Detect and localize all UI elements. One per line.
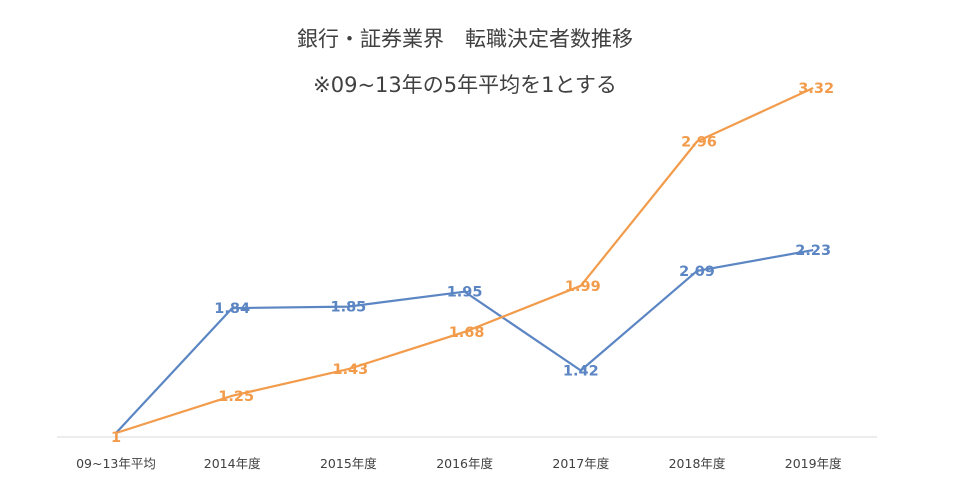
x-tick-label: 2019年度 [785,456,842,471]
x-tick-label: 2016年度 [436,456,493,471]
series-orange-data-label: 1.99 [565,279,601,295]
series-orange-data-label: 1.68 [449,325,485,341]
chart-title: 銀行・証券業界 転職決定者数推移 [297,27,633,51]
series-blue-data-label: 2.09 [679,264,715,280]
series-blue-line [115,249,814,434]
x-tick-label: 2018年度 [669,456,726,471]
series-orange-data-label: 1 [111,430,121,446]
x-tick-label: 09~13年平均 [76,456,156,471]
x-tick-label: 2015年度 [320,456,377,471]
series-orange-data-label: 1.43 [333,362,369,378]
series-orange-line [115,87,814,435]
series-blue-data-label: 1.42 [563,364,599,380]
series-blue-data-label: 2.23 [795,243,831,259]
series-blue-data-label: 1.95 [447,285,483,301]
series-blue-data-label: 1.85 [331,300,367,316]
chart-subtitle: ※09~13年の5年平均を1とする [313,73,617,97]
x-tick-label: 2017年度 [552,456,609,471]
series-orange-data-label: 1.25 [218,389,254,405]
series-orange-data-label: 3.32 [798,81,834,97]
series-blue-data-label: 1.84 [214,301,250,317]
x-tick-label: 2014年度 [204,456,261,471]
series-orange-data-label: 2.96 [681,135,717,151]
